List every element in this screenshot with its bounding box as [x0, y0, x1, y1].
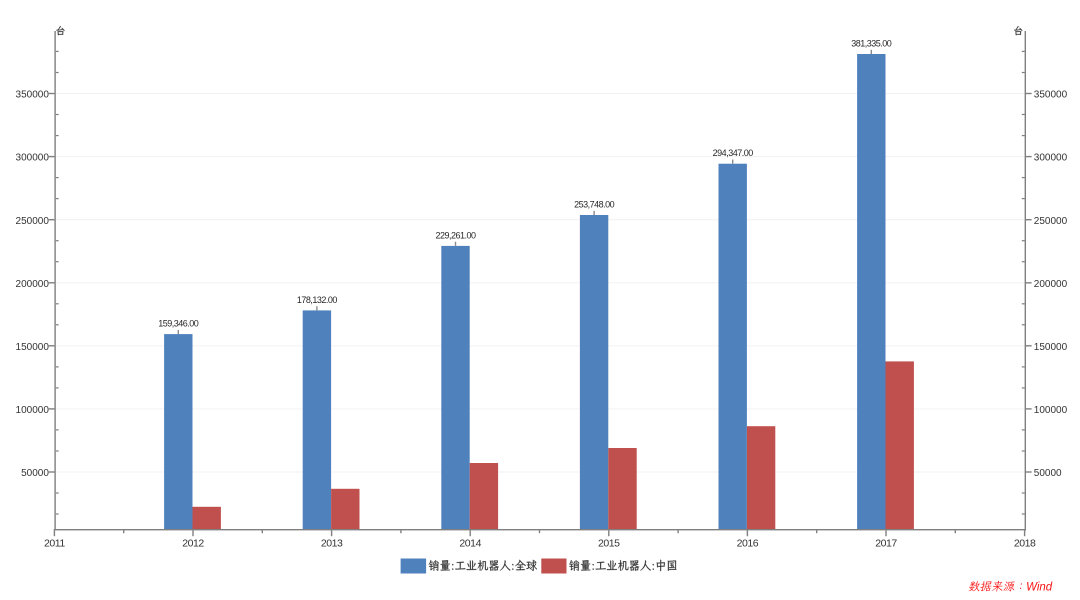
- svg-text:50000: 50000: [1034, 468, 1062, 479]
- svg-text:294,347.00: 294,347.00: [713, 148, 754, 158]
- svg-text:2018: 2018: [1014, 537, 1036, 549]
- svg-text:100000: 100000: [1034, 405, 1068, 416]
- svg-text:150000: 150000: [16, 342, 50, 353]
- svg-text:Wind: Wind: [1026, 581, 1053, 593]
- svg-text:100000: 100000: [16, 405, 50, 416]
- svg-text:150000: 150000: [1034, 342, 1068, 353]
- svg-text:2017: 2017: [875, 537, 897, 549]
- svg-text:2013: 2013: [321, 537, 343, 549]
- svg-text:250000: 250000: [16, 216, 50, 227]
- svg-text:350000: 350000: [1034, 90, 1068, 101]
- svg-text:250000: 250000: [1034, 216, 1068, 227]
- svg-text:2011: 2011: [44, 537, 65, 549]
- svg-text:350000: 350000: [16, 90, 50, 101]
- svg-text:50000: 50000: [21, 468, 49, 479]
- svg-text:159,346.00: 159,346.00: [158, 319, 199, 329]
- svg-text:2016: 2016: [737, 537, 759, 549]
- svg-text:2012: 2012: [182, 537, 204, 549]
- svg-text:381,335.00: 381,335.00: [851, 38, 892, 48]
- svg-text:200000: 200000: [1034, 279, 1068, 290]
- svg-text:229,261.00: 229,261.00: [435, 230, 476, 240]
- svg-text:300000: 300000: [1034, 153, 1068, 164]
- svg-text:300000: 300000: [16, 153, 50, 164]
- svg-text:200000: 200000: [16, 279, 50, 290]
- svg-text:178,132.00: 178,132.00: [297, 295, 338, 305]
- svg-text:2015: 2015: [598, 537, 620, 549]
- svg-text:2014: 2014: [459, 537, 481, 549]
- svg-text:253,748.00: 253,748.00: [574, 199, 615, 209]
